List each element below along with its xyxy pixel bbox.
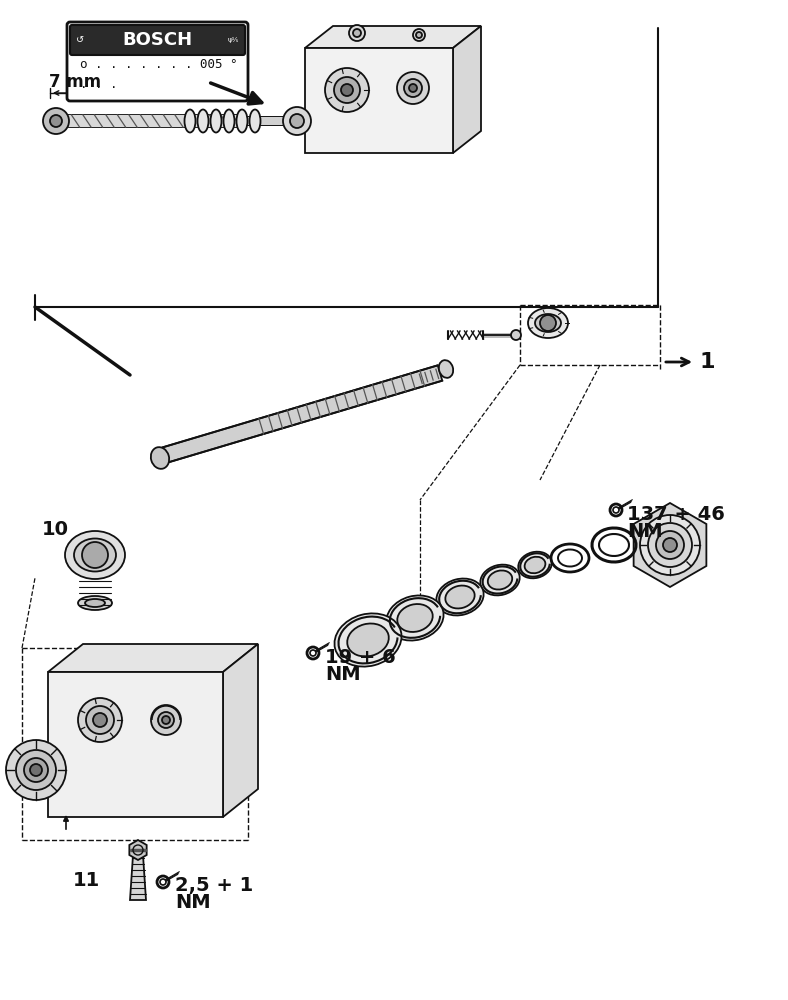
Circle shape <box>162 716 170 724</box>
Circle shape <box>50 115 62 127</box>
Ellipse shape <box>85 599 105 607</box>
Circle shape <box>341 84 353 96</box>
FancyBboxPatch shape <box>70 25 245 55</box>
Circle shape <box>283 107 311 135</box>
Text: 7 mm: 7 mm <box>49 73 101 91</box>
Text: . . .: . . . <box>80 79 117 92</box>
Ellipse shape <box>397 604 433 632</box>
Ellipse shape <box>236 109 247 132</box>
Circle shape <box>511 330 521 340</box>
Circle shape <box>648 523 692 567</box>
Ellipse shape <box>184 109 195 132</box>
Text: 11: 11 <box>72 870 100 890</box>
Ellipse shape <box>348 624 388 656</box>
Ellipse shape <box>65 531 125 579</box>
Circle shape <box>78 698 122 742</box>
Ellipse shape <box>334 613 402 667</box>
Ellipse shape <box>151 447 169 469</box>
Text: o . . . . . . . 005 °: o . . . . . . . 005 ° <box>80 58 237 72</box>
Circle shape <box>151 705 181 735</box>
Circle shape <box>93 713 107 727</box>
Text: 2,5 + 1: 2,5 + 1 <box>175 876 253 895</box>
Ellipse shape <box>224 109 235 132</box>
Text: NM: NM <box>325 665 361 684</box>
Polygon shape <box>48 644 258 672</box>
Text: ↺: ↺ <box>76 35 84 45</box>
Circle shape <box>397 72 429 104</box>
Circle shape <box>353 29 361 37</box>
Circle shape <box>413 29 425 41</box>
Text: NM: NM <box>175 893 210 912</box>
Bar <box>228 117 305 125</box>
Polygon shape <box>305 26 481 48</box>
Circle shape <box>416 32 422 38</box>
Circle shape <box>325 68 369 112</box>
Ellipse shape <box>198 109 209 132</box>
Circle shape <box>158 712 174 728</box>
Circle shape <box>404 79 422 97</box>
Bar <box>48 672 223 817</box>
Ellipse shape <box>481 565 520 595</box>
Text: 1: 1 <box>700 352 716 372</box>
Circle shape <box>160 879 166 885</box>
Text: ψ⅕: ψ⅕ <box>227 37 239 43</box>
Circle shape <box>86 706 114 734</box>
Ellipse shape <box>74 538 116 572</box>
Ellipse shape <box>488 570 512 590</box>
Ellipse shape <box>386 595 444 641</box>
Polygon shape <box>130 855 146 900</box>
Ellipse shape <box>445 586 474 608</box>
Ellipse shape <box>528 308 568 338</box>
Circle shape <box>656 531 684 559</box>
Circle shape <box>30 764 42 776</box>
Circle shape <box>6 740 66 800</box>
Circle shape <box>334 77 360 103</box>
Circle shape <box>310 650 316 656</box>
Ellipse shape <box>437 579 484 615</box>
Ellipse shape <box>535 314 561 332</box>
Text: 10: 10 <box>42 520 69 539</box>
Circle shape <box>540 315 556 331</box>
Circle shape <box>613 507 619 513</box>
Bar <box>55 115 238 127</box>
Text: 137 + 46: 137 + 46 <box>627 505 725 524</box>
Circle shape <box>409 84 417 92</box>
FancyBboxPatch shape <box>67 22 248 101</box>
Ellipse shape <box>250 109 261 132</box>
Polygon shape <box>162 365 442 463</box>
Bar <box>305 48 453 153</box>
Circle shape <box>82 542 108 568</box>
Text: 19 + 6: 19 + 6 <box>325 648 396 667</box>
Polygon shape <box>223 644 258 817</box>
Circle shape <box>43 108 69 134</box>
Circle shape <box>663 538 677 552</box>
Polygon shape <box>453 26 481 153</box>
Circle shape <box>24 758 48 782</box>
Circle shape <box>640 515 700 575</box>
Text: BOSCH: BOSCH <box>122 31 192 49</box>
Text: NM: NM <box>627 522 663 541</box>
Polygon shape <box>129 840 147 860</box>
Circle shape <box>16 750 56 790</box>
Circle shape <box>290 114 304 128</box>
Ellipse shape <box>78 596 112 610</box>
Ellipse shape <box>210 109 221 132</box>
Ellipse shape <box>439 360 453 378</box>
Ellipse shape <box>519 552 552 578</box>
Polygon shape <box>634 503 706 587</box>
Circle shape <box>349 25 365 41</box>
Ellipse shape <box>525 557 545 573</box>
